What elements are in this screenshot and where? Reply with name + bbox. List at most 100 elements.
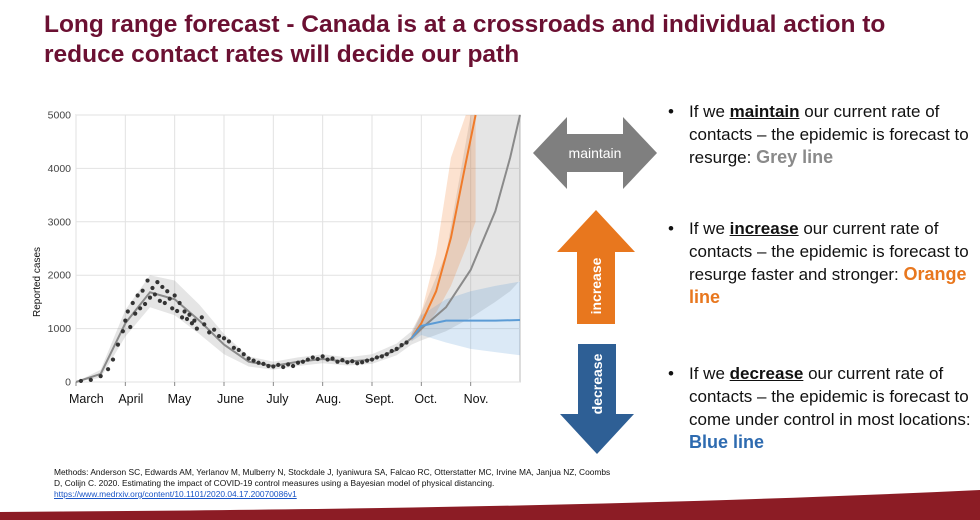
observed-point	[142, 301, 148, 307]
series-line-2	[410, 319, 521, 339]
bullet-keyword: increase	[729, 219, 799, 238]
observed-point	[165, 289, 170, 294]
observed-point	[155, 280, 160, 285]
observed-point	[175, 308, 180, 314]
observed-point	[138, 306, 143, 311]
observed-point	[123, 318, 128, 323]
observed-point	[399, 343, 404, 348]
observed-point	[315, 356, 320, 362]
x-tick-label: April	[118, 392, 143, 406]
bullet-pre: If we	[689, 102, 730, 121]
observed-point	[98, 374, 103, 379]
observed-point	[128, 324, 133, 330]
observed-point	[231, 345, 236, 350]
observed-point	[212, 327, 217, 332]
observed-point	[110, 357, 116, 362]
bullet-text: our current rate of contacts – the epide…	[689, 364, 971, 429]
observed-point	[404, 340, 409, 345]
bullet-color-label: Blue line	[689, 432, 765, 452]
chart-points	[78, 278, 409, 384]
bullet-dot: •	[668, 102, 674, 121]
observed-point	[389, 348, 394, 354]
series-line-0	[75, 114, 521, 383]
observed-point	[152, 292, 158, 297]
observed-point	[256, 360, 261, 365]
observed-point	[135, 293, 140, 298]
observed-point	[246, 356, 251, 361]
observed-point	[355, 361, 360, 366]
confidence-band-1	[411, 115, 476, 342]
observed-point	[140, 288, 145, 293]
observed-point	[335, 359, 340, 364]
chart-axes: 0 1000 2000 3000 4000 5000 March April May June Ju…	[48, 110, 489, 407]
maintain-arrow-label: maintain	[569, 145, 622, 161]
methods-link[interactable]: https://www.medrxiv.org/content/10.1101/…	[54, 489, 297, 499]
observed-point	[345, 360, 350, 365]
observed-point	[221, 336, 227, 341]
page-title: Long range forecast - Canada is at a cro…	[44, 11, 886, 68]
observed-point	[286, 362, 291, 367]
increase-arrow-label: increase	[588, 257, 604, 314]
footer-swoosh-shape	[0, 490, 980, 520]
bullet-maintain: • If we maintain our current rate of con…	[668, 100, 973, 169]
confidence-band-0	[76, 115, 520, 382]
methods-citation: Methods: Anderson SC, Edwards AM, Yerlan…	[54, 467, 614, 500]
bullet-color-label: Grey line	[756, 147, 834, 167]
observed-point	[226, 339, 232, 344]
observed-point	[170, 306, 175, 311]
observed-point	[384, 352, 389, 357]
bullet-pre: If we	[689, 364, 730, 383]
observed-point	[194, 326, 199, 331]
x-tick-label: Aug.	[316, 392, 342, 406]
bullet-text: our current rate of contacts – the epide…	[689, 219, 969, 284]
observed-point	[184, 316, 190, 322]
observed-point	[157, 298, 162, 303]
observed-point	[133, 311, 138, 316]
y-axis-label: Reported cases	[32, 247, 43, 317]
observed-point	[271, 364, 276, 369]
bullet-keyword: maintain	[729, 102, 800, 121]
observed-point	[379, 354, 384, 359]
x-tick-label: May	[168, 392, 192, 406]
observed-point	[340, 358, 345, 363]
x-tick-label: March	[69, 392, 104, 406]
observed-point	[120, 329, 125, 334]
methods-text: Methods: Anderson SC, Edwards AM, Yerlan…	[54, 467, 611, 488]
observed-point	[374, 355, 380, 360]
decrease-arrow-shape	[560, 344, 634, 454]
observed-point	[207, 330, 212, 335]
observed-point	[305, 357, 310, 362]
observed-point	[281, 364, 286, 370]
observed-point	[182, 309, 187, 314]
decrease-arrow-label: decrease	[589, 353, 605, 414]
observed-point	[295, 360, 301, 365]
observed-point	[147, 295, 153, 300]
maintain-arrow: maintain	[533, 117, 657, 189]
observed-point	[216, 333, 222, 339]
bullet-color-label: Orange line	[689, 264, 967, 307]
bullet-pre: If we	[689, 219, 730, 238]
observed-point	[167, 296, 172, 301]
observed-point	[261, 361, 266, 366]
x-tick-label: July	[266, 392, 289, 406]
observed-point	[88, 377, 93, 382]
observed-point	[172, 293, 177, 298]
observed-point	[266, 363, 271, 369]
observed-point	[241, 352, 246, 357]
y-tick-label: 2000	[48, 270, 72, 282]
observed-point	[310, 355, 315, 360]
observed-point	[130, 300, 135, 306]
bullet-decrease: • If we decrease our current rate of con…	[668, 362, 973, 454]
chart-grid	[75, 114, 521, 383]
observed-point	[192, 318, 197, 323]
observed-point	[276, 362, 281, 368]
y-tick-label: 3000	[48, 216, 72, 228]
observed-point	[105, 367, 111, 372]
observed-point	[150, 285, 155, 291]
observed-point	[290, 363, 296, 369]
y-tick-label: 0	[65, 377, 71, 389]
x-tick-label: Sept.	[365, 392, 394, 406]
observed-point	[145, 278, 150, 283]
observed-point	[251, 358, 256, 363]
observed-point	[115, 342, 121, 347]
